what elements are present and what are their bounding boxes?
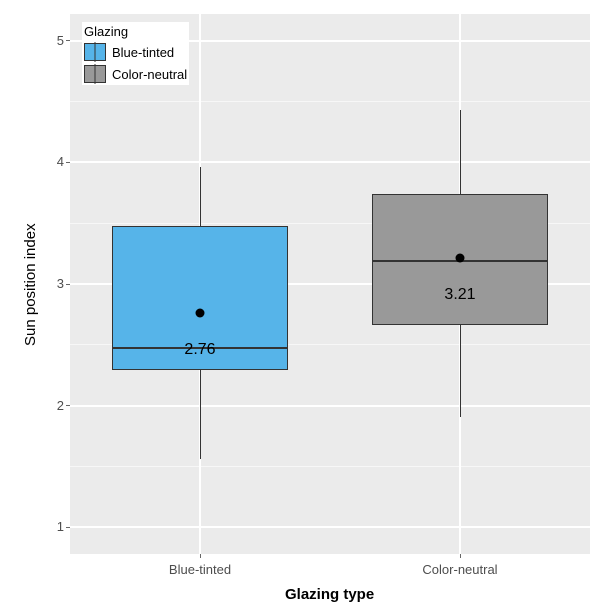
legend-label: Color-neutral xyxy=(112,67,187,82)
y-tick-mark xyxy=(66,527,70,528)
gridline-major xyxy=(70,161,590,163)
y-tick-label: 5 xyxy=(57,33,64,48)
x-tick-mark xyxy=(200,554,201,558)
legend-item: Blue-tinted xyxy=(84,43,187,61)
gridline-major xyxy=(70,405,590,407)
gridline-major xyxy=(70,526,590,528)
y-tick-label: 1 xyxy=(57,519,64,534)
legend: Glazing Blue-tinted Color-neutral xyxy=(82,22,189,85)
y-tick-label: 3 xyxy=(57,276,64,291)
gridline-minor xyxy=(70,101,590,102)
mean-point xyxy=(456,254,465,263)
x-tick-mark xyxy=(460,554,461,558)
x-tick-label: Blue-tinted xyxy=(140,562,260,577)
mean-label: 3.21 xyxy=(444,286,475,304)
mean-point xyxy=(196,309,205,318)
y-tick-mark xyxy=(66,405,70,406)
legend-key xyxy=(84,65,106,83)
y-axis-title: Sun position index xyxy=(22,223,39,346)
x-tick-label: Color-neutral xyxy=(400,562,520,577)
legend-item: Color-neutral xyxy=(84,65,187,83)
y-tick-mark xyxy=(66,284,70,285)
y-tick-label: 2 xyxy=(57,398,64,413)
gridline-minor xyxy=(70,466,590,467)
x-axis-title: Glazing type xyxy=(285,586,374,603)
legend-key xyxy=(84,43,106,61)
mean-label: 2.76 xyxy=(184,341,215,359)
boxplot-chart: 2.763.21 12345 Blue-tintedColor-neutral … xyxy=(0,0,600,614)
legend-label: Blue-tinted xyxy=(112,45,174,60)
y-tick-mark xyxy=(66,40,70,41)
y-tick-label: 4 xyxy=(57,154,64,169)
y-tick-mark xyxy=(66,162,70,163)
legend-title: Glazing xyxy=(84,24,187,39)
